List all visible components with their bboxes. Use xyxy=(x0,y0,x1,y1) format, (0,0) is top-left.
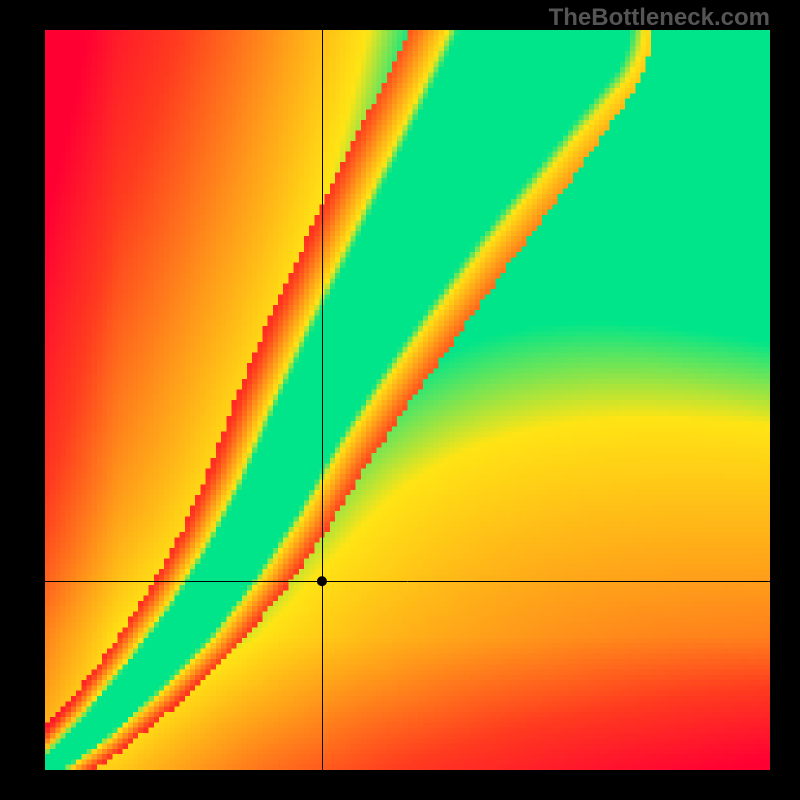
watermark: TheBottleneck.com xyxy=(549,4,770,32)
overlay-canvas xyxy=(0,0,800,800)
